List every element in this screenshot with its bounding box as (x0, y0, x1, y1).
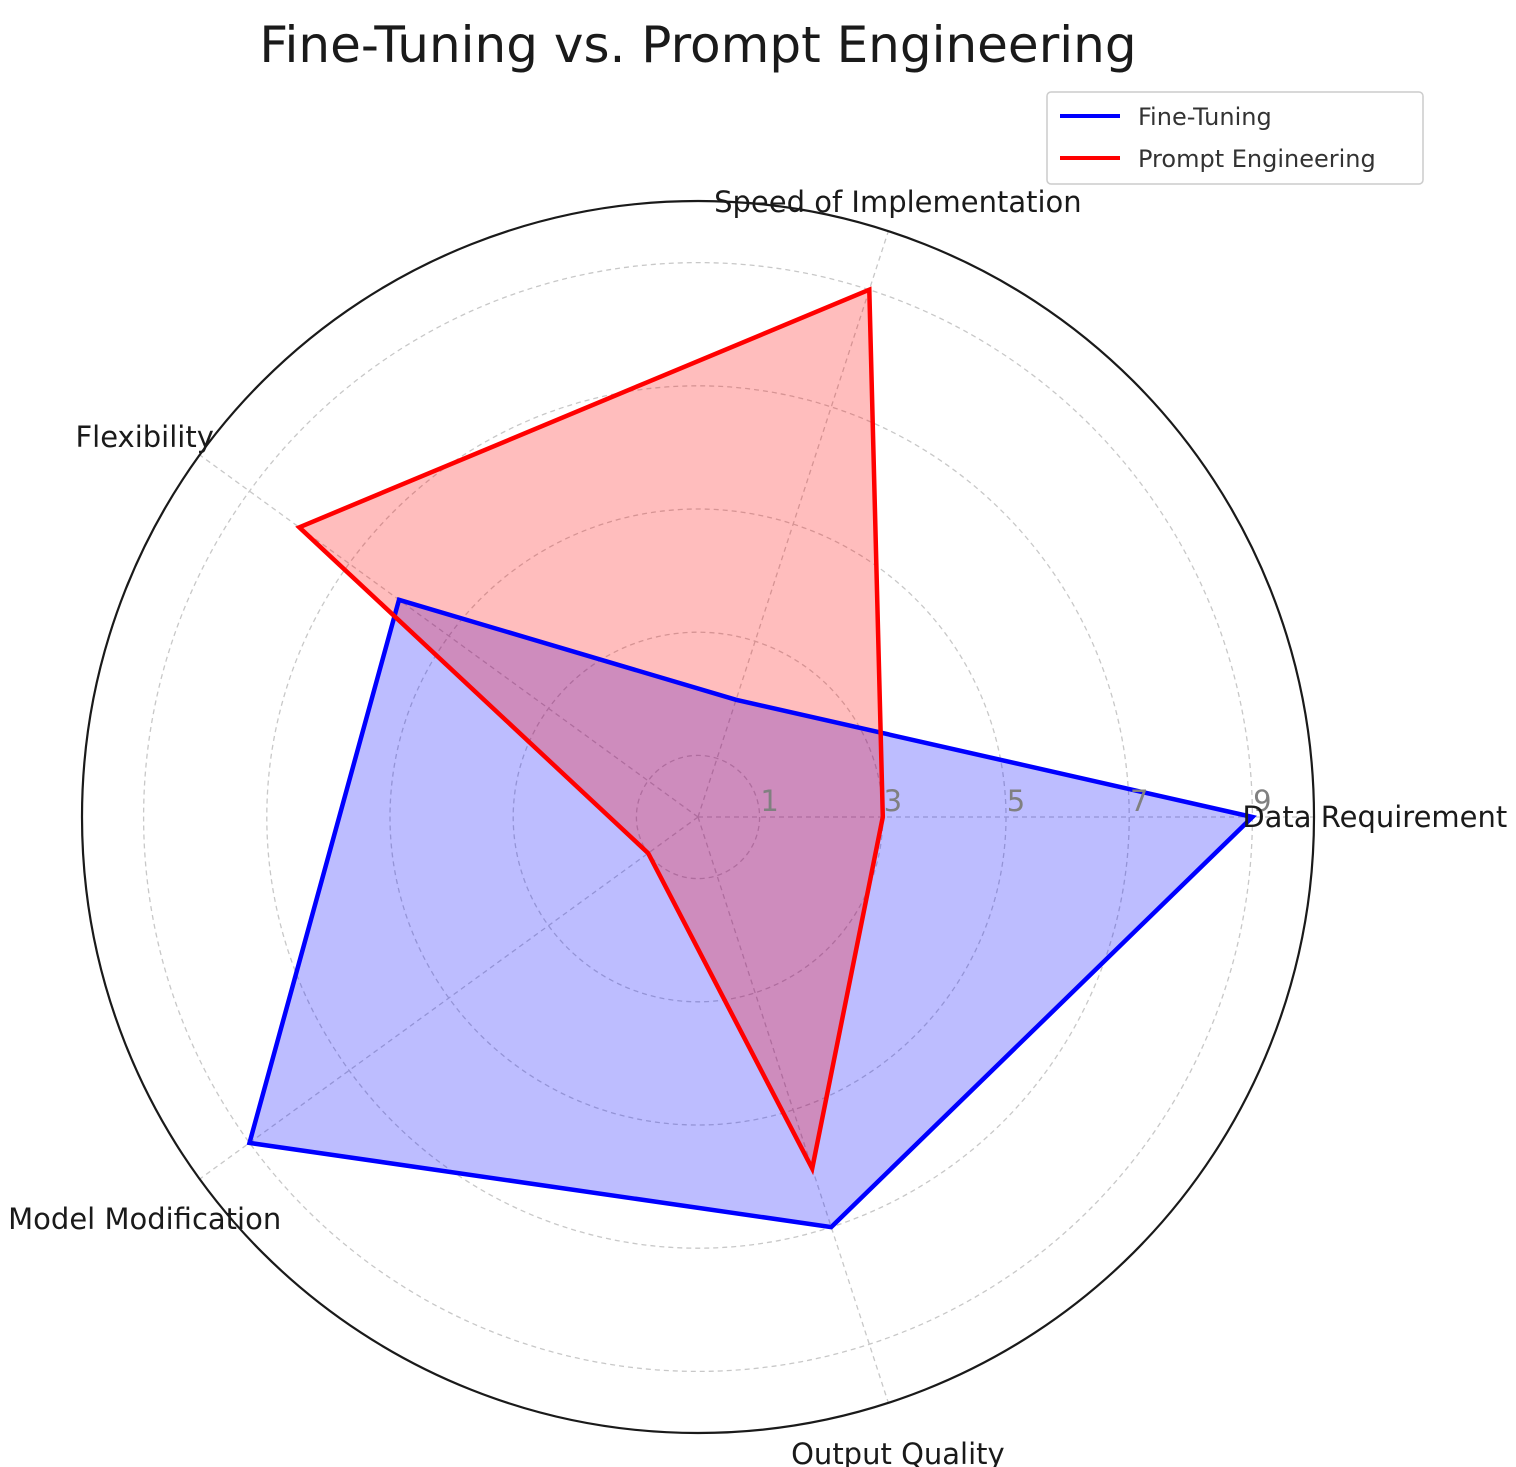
polar-frame (80, 199, 1316, 1435)
series-layer (246, 286, 1257, 1230)
series-line-fine-tuning (246, 596, 1257, 1230)
grid-ring (266, 385, 1130, 1249)
radial-tick-label: 1 (760, 784, 778, 818)
grid-ring (635, 754, 761, 880)
axis-label-model-modification: Model Modification (8, 1202, 281, 1236)
grid-spoke (199, 816, 699, 1180)
radial-tick-label: 3 (884, 784, 902, 818)
series-area-fine-tuning (249, 599, 1253, 1228)
grid-spoke (697, 816, 889, 1404)
axis-label-output-quality: Output Quality (791, 1437, 1005, 1467)
radial-tick-label: 5 (1007, 784, 1025, 818)
axis-label-data-requirement: Data Requirement (1242, 800, 1507, 834)
legend-label-fine-tuning: Fine-Tuning (1138, 103, 1272, 131)
axis-label-flexibility: Flexibility (75, 420, 213, 454)
axis-label-speed-of-implementation: Speed of Implementation (714, 185, 1082, 219)
grid-spoke (199, 454, 699, 818)
radial-tick-label: 7 (1130, 784, 1148, 818)
legend-frame (1046, 91, 1424, 185)
chart-title: Fine-Tuning vs. Prompt Engineering (259, 16, 1136, 74)
radial-tick-label: 9 (1253, 784, 1271, 818)
series-line-prompt-engineering (295, 286, 886, 1176)
series-area-prompt-engineering (299, 289, 883, 1169)
legend-label-prompt-engineering: Prompt Engineering (1138, 145, 1376, 173)
grid-spoke (697, 230, 889, 818)
legend: Fine-Tuning Prompt Engineering (1046, 91, 1424, 185)
